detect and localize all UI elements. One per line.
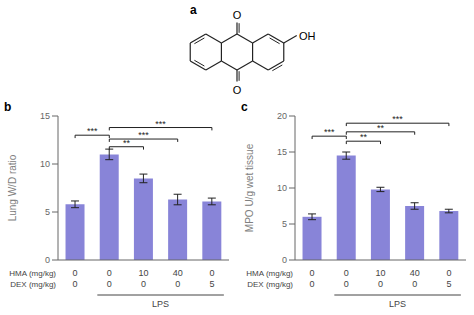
svg-text:***: *** — [155, 119, 166, 129]
svg-text:DEX (mg/kg): DEX (mg/kg) — [247, 280, 293, 289]
html-text:b: b — [4, 100, 12, 114]
svg-text:15: 15 — [277, 147, 287, 157]
html-text:c: c — [241, 100, 248, 114]
svg-text:***: *** — [324, 127, 335, 137]
svg-text:O: O — [233, 84, 242, 96]
svg-text:0: 0 — [209, 268, 214, 278]
svg-text:O: O — [233, 9, 242, 21]
svg-text:HMA (mg/kg): HMA (mg/kg) — [9, 269, 56, 278]
svg-text:0: 0 — [107, 279, 112, 289]
svg-text:Lung W/D ratio: Lung W/D ratio — [8, 154, 18, 221]
svg-text:0: 0 — [282, 255, 287, 265]
svg-text:5: 5 — [209, 279, 214, 289]
svg-text:0: 0 — [310, 268, 315, 278]
svg-text:***: *** — [392, 114, 403, 124]
svg-text:0: 0 — [107, 268, 112, 278]
svg-text:0: 0 — [344, 279, 349, 289]
svg-text:10: 10 — [375, 268, 385, 278]
svg-text:10: 10 — [277, 183, 287, 193]
svg-text:0: 0 — [73, 268, 78, 278]
svg-text:0: 0 — [175, 279, 180, 289]
svg-text:***: *** — [87, 126, 98, 136]
svg-text:HMA (mg/kg): HMA (mg/kg) — [246, 269, 293, 278]
svg-text:0: 0 — [378, 279, 383, 289]
svg-text:10: 10 — [138, 268, 148, 278]
svg-text:**: ** — [377, 123, 385, 133]
svg-text:0: 0 — [73, 279, 78, 289]
svg-text:0: 0 — [141, 279, 146, 289]
svg-text:OH: OH — [299, 30, 316, 42]
svg-text:0: 0 — [412, 279, 417, 289]
svg-text:0: 0 — [45, 255, 50, 265]
svg-text:DEX (mg/kg): DEX (mg/kg) — [10, 280, 56, 289]
svg-text:0: 0 — [310, 279, 315, 289]
svg-text:LPS: LPS — [389, 299, 406, 309]
svg-text:40: 40 — [173, 268, 183, 278]
svg-text:5: 5 — [45, 207, 50, 217]
svg-text:20: 20 — [277, 111, 287, 121]
svg-text:0: 0 — [344, 268, 349, 278]
svg-text:***: *** — [138, 130, 149, 140]
svg-text:5: 5 — [282, 219, 287, 229]
svg-text:MPO U/g wet tissue: MPO U/g wet tissue — [244, 143, 255, 232]
svg-text:40: 40 — [410, 268, 420, 278]
svg-text:15: 15 — [40, 111, 50, 121]
svg-text:a: a — [190, 3, 197, 17]
svg-text:5: 5 — [446, 279, 451, 289]
svg-text:10: 10 — [40, 159, 50, 169]
svg-text:0: 0 — [446, 268, 451, 278]
svg-text:**: ** — [360, 132, 368, 142]
svg-text:LPS: LPS — [152, 299, 169, 309]
svg-text:**: ** — [123, 138, 131, 148]
